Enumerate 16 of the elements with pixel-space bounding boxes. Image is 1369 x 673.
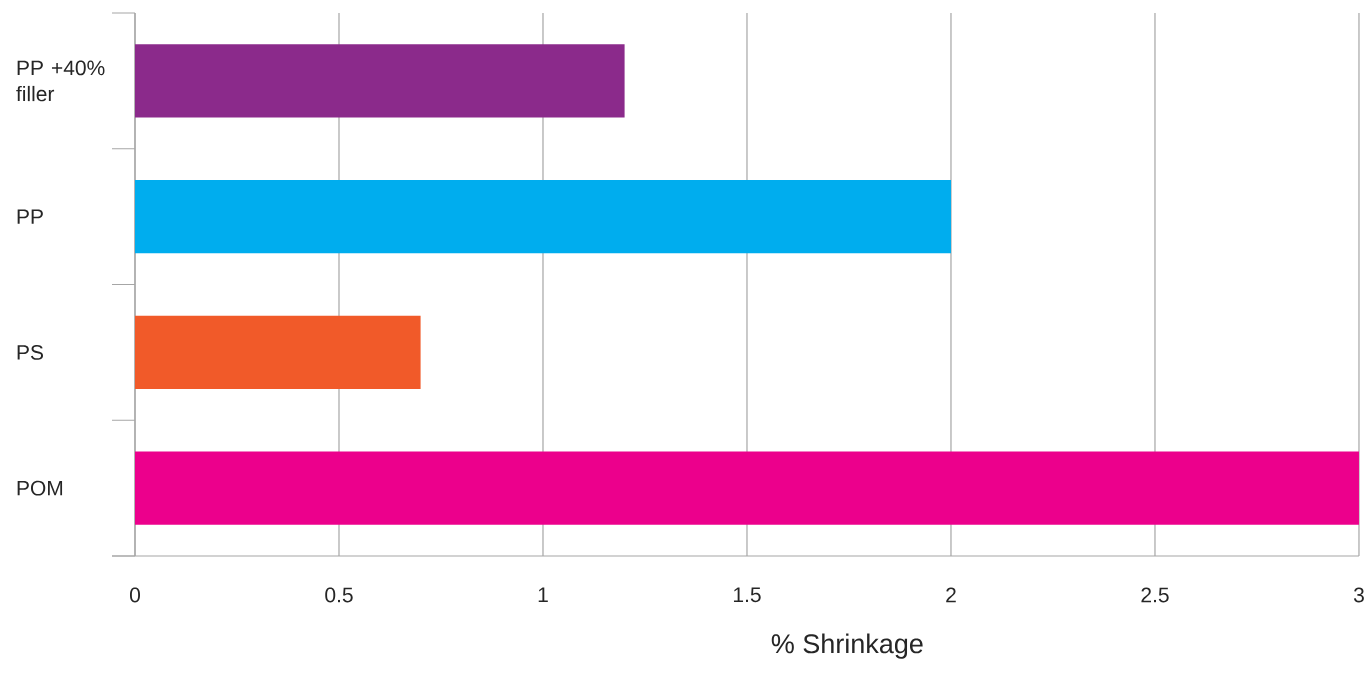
x-tick-label: 0.5 [325,587,353,603]
y-tick-label: POM [17,480,63,496]
bar [135,315,421,390]
x-tick-label: 2.5 [1141,587,1169,603]
y-tick-label: PP [17,209,43,224]
y-tick-label: PP +40% filler [16,60,105,102]
x-axis-title: % Shrinkage [771,633,923,659]
x-tick-label: 1.5 [733,587,761,603]
y-tick-label: PS [17,344,43,360]
x-tick-label: 1 [538,587,548,602]
x-tick-label: 3 [1353,587,1364,603]
bar [135,451,1359,525]
bar [135,44,625,118]
bar [135,179,951,254]
x-tick-label: 2 [946,587,956,603]
x-tick-label: 0 [129,587,141,603]
